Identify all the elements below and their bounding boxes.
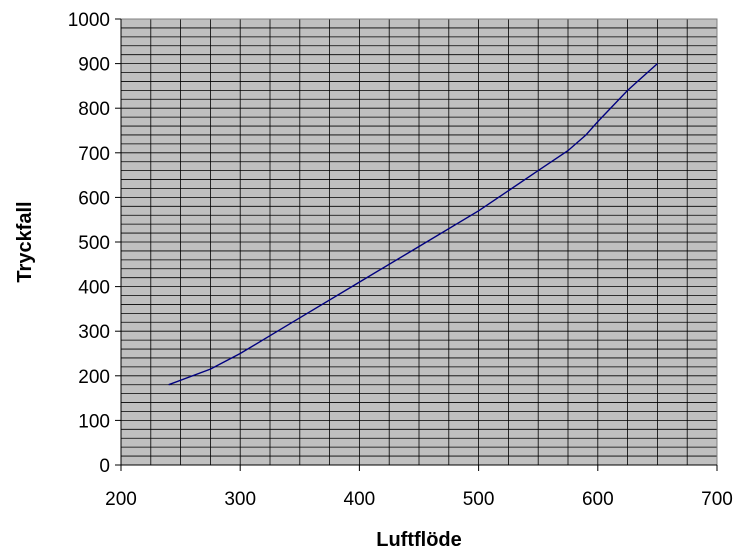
y-tick-label: 900 bbox=[78, 55, 110, 76]
series-layer bbox=[168, 63, 658, 386]
y-axis-ticks: 0 100 200 300 400 500 600 700 800 900 1000 bbox=[68, 10, 121, 477]
x-tick-label: 700 bbox=[701, 489, 733, 510]
x-tick-label: 400 bbox=[344, 489, 376, 510]
gridlines bbox=[120, 18, 718, 466]
y-tick-label: 200 bbox=[78, 367, 110, 388]
x-tick-label: 600 bbox=[582, 489, 614, 510]
y-tick-label: 1000 bbox=[68, 10, 110, 31]
x-axis-ticks: 200 300 400 500 600 700 bbox=[105, 465, 733, 510]
y-tick-label: 400 bbox=[78, 278, 110, 299]
y-tick-label: 100 bbox=[78, 411, 110, 432]
x-tick-label: 300 bbox=[224, 489, 256, 510]
y-tick-label: 600 bbox=[78, 188, 110, 209]
y-tick-label: 500 bbox=[78, 233, 110, 254]
y-tick-label: 800 bbox=[78, 99, 110, 120]
x-axis-title: Luftflöde bbox=[376, 529, 462, 551]
y-axis-title: Tryckfall bbox=[14, 201, 36, 282]
y-tick-label: 300 bbox=[78, 322, 110, 343]
y-tick-label: 700 bbox=[78, 144, 110, 165]
y-tick-label: 0 bbox=[99, 456, 110, 477]
series-line bbox=[168, 63, 658, 386]
x-tick-label: 500 bbox=[463, 489, 495, 510]
x-tick-label: 200 bbox=[105, 489, 137, 510]
